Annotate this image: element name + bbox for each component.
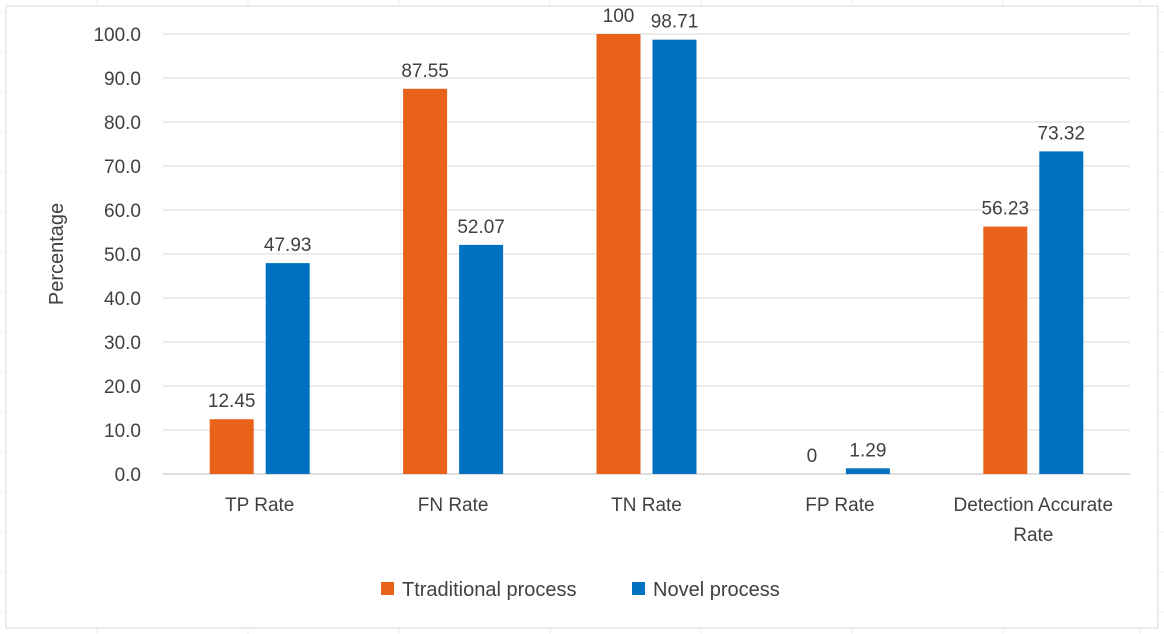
x-category-label: TN Rate [611,495,682,516]
y-tick-label: 10.0 [104,421,141,442]
x-category-label: TP Rate [225,495,294,516]
x-category-label: FN Rate [418,495,489,516]
y-tick-label: 40.0 [104,289,141,310]
chart-area [5,5,1159,629]
y-axis-title: Percentage [46,203,68,305]
data-label: 73.32 [1038,123,1086,144]
data-label: 52.07 [457,217,505,238]
x-axis-category-labels: TP Rate FN Rate TN Rate FP Rate Detection Ac… [225,495,1113,546]
x-category-label: FP Rate [805,495,874,516]
y-tick-label: 20.0 [104,377,141,398]
data-label: 47.93 [264,235,312,256]
bar-traditional [596,34,641,474]
data-label: 12.45 [208,391,256,412]
y-tick-label: 30.0 [104,333,141,354]
bars [209,34,1084,475]
gridlines [163,33,1130,475]
data-labels: 12.45 87.55 100 0 56.23 47.93 52.07 98.71 1.29 73… [208,6,1085,467]
y-tick-label: 60.0 [104,201,141,222]
bar-novel [459,244,504,474]
data-label: 98.71 [651,12,699,33]
y-axis-ticks: 0.0 10.0 20.0 30.0 40.0 50.0 60.0 70.0 80.0 90.0 1… [93,25,141,486]
bar-traditional [209,419,254,474]
bar-novel [652,39,697,475]
bar-novel [265,263,310,474]
y-tick-label: 50.0 [104,245,141,266]
y-tick-label: 70.0 [104,157,141,178]
y-tick-label: 100.0 [93,25,141,46]
y-tick-label: 90.0 [104,69,141,90]
data-label: 56.23 [982,199,1030,220]
bar-traditional [403,88,448,474]
data-label: 100 [603,6,635,27]
legend-swatch [632,582,645,595]
legend-swatch [381,582,394,595]
legend: Ttraditional process Novel process [381,579,780,601]
bar-traditional [983,226,1028,474]
legend-label: Novel process [653,579,780,601]
data-label: 0 [807,446,818,467]
x-category-label: Detection Accurate [954,495,1113,516]
legend-label: Ttraditional process [402,579,577,601]
data-label: 1.29 [849,440,886,461]
bar-novel [845,468,890,474]
y-tick-label: 80.0 [104,113,141,134]
data-label: 87.55 [401,61,449,82]
bar-novel [1039,151,1084,474]
y-tick-label: 0.0 [115,465,141,486]
x-category-label: Rate [1013,525,1053,546]
